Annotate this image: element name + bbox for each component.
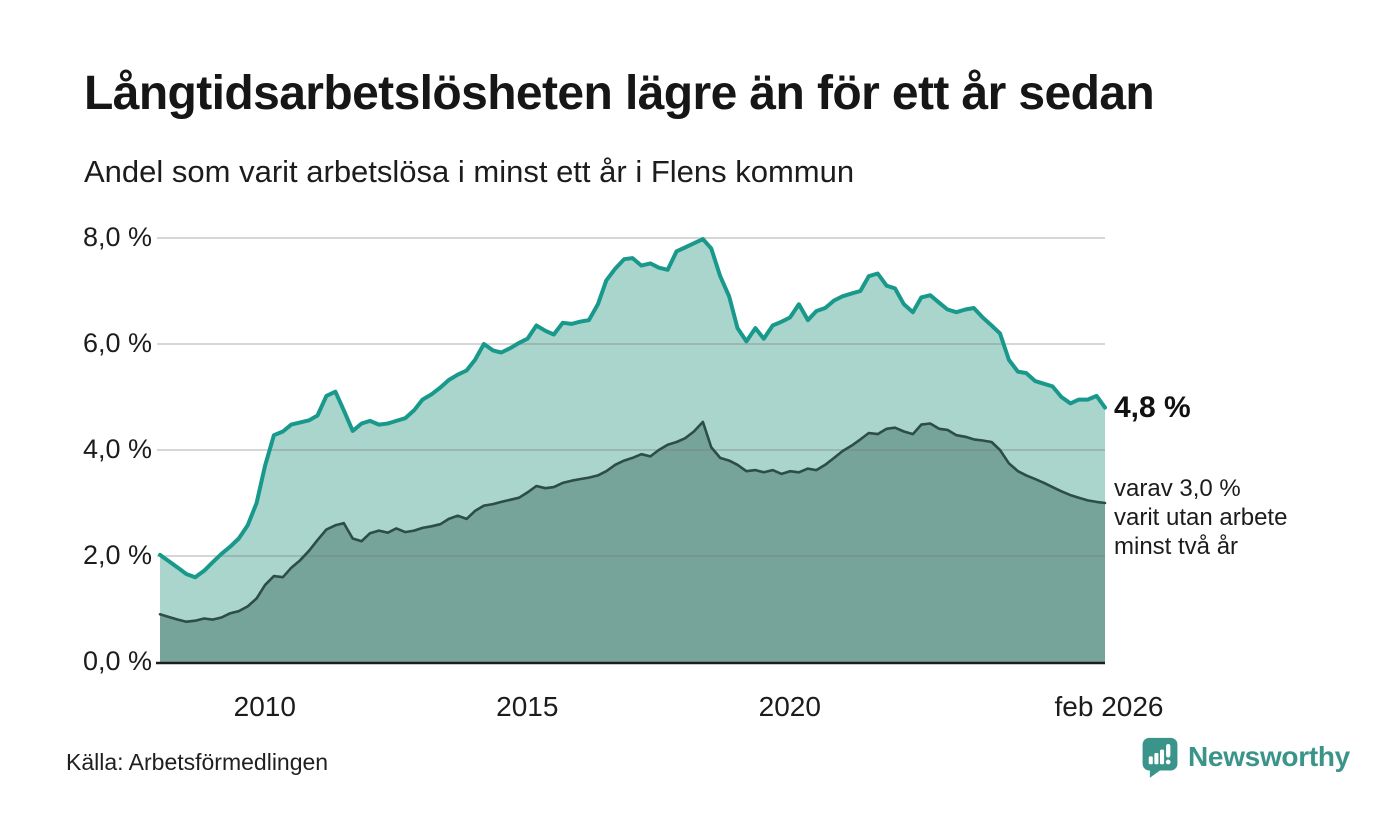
y-axis-label: 2,0 % <box>82 540 152 570</box>
newsworthy-bubble-chart-icon <box>1142 737 1178 783</box>
x-axis-label: 2020 <box>758 691 821 722</box>
unemployed-1yr-line <box>158 237 1107 580</box>
source-note: Källa: Arbetsförmedlingen <box>66 749 329 775</box>
x-axis-label: feb 2026 <box>1054 691 1164 722</box>
secondary-annotation: varav 3,0 % varit utan arbete minst två … <box>1114 475 1288 560</box>
x-axis-label: 2015 <box>496 691 559 722</box>
y-axis-label: 8,0 % <box>82 222 152 252</box>
y-axis-label: 4,0 % <box>82 434 152 464</box>
latest-value-annotation: 4,8 % <box>1114 391 1191 424</box>
brand-name: Newsworthy <box>1188 741 1350 772</box>
y-axis-label: 0,0 % <box>82 646 152 676</box>
chart-subtitle: Andel som varit arbetslösa i minst ett å… <box>84 154 855 189</box>
unemployed-2yr-area <box>160 421 1105 662</box>
page-title: Långtidsarbetslösheten lägre än för ett … <box>84 67 1155 120</box>
brand-logo: Newsworthy <box>1142 737 1350 783</box>
unemployed-2yr-line <box>158 420 1107 624</box>
y-axis-label: 6,0 % <box>82 328 152 358</box>
x-axis-label: 2010 <box>233 691 296 722</box>
